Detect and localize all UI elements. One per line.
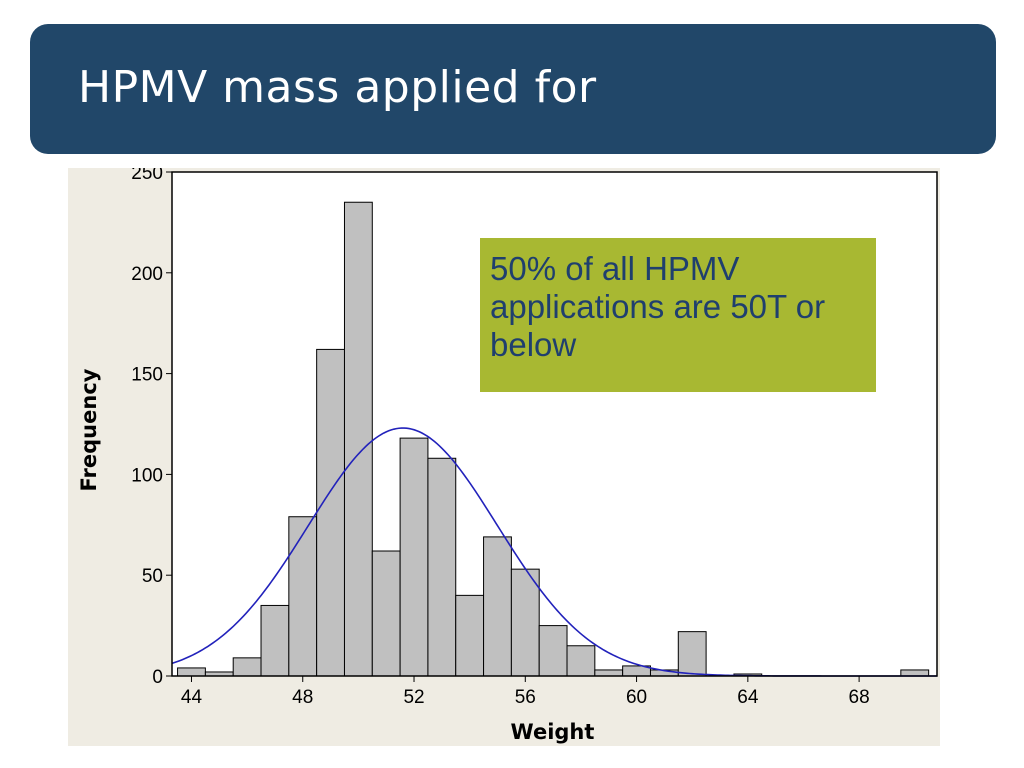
y-axis-label: Frequency	[77, 368, 101, 491]
y-tick-label-4: 200	[131, 264, 163, 285]
x-tick-label-1: 48	[292, 687, 313, 708]
callout-text: 50% of all HPMV applications are 50T or …	[490, 250, 826, 363]
x-tick-label-5: 64	[737, 687, 759, 708]
histogram-bar-6	[343, 201, 373, 677]
x-tick-label-3: 56	[515, 687, 536, 708]
histogram-bar-5	[316, 348, 345, 677]
callout-box: 50% of all HPMV applications are 50T or …	[480, 238, 876, 392]
histogram-bar-3	[260, 604, 290, 677]
histogram-bar-8	[399, 437, 429, 677]
histogram-bar-9	[427, 457, 457, 677]
histogram-bar-2	[232, 657, 262, 677]
histogram-bar-0	[177, 667, 206, 677]
histogram-bar-4	[288, 516, 318, 677]
y-tick-label-0: 0	[152, 667, 163, 688]
x-axis-label: Weight	[511, 720, 595, 744]
histogram-bar-11	[483, 536, 512, 677]
histogram-bar-18	[677, 631, 707, 677]
slide-title: HPMV mass applied for	[78, 62, 597, 113]
x-tick-label-4: 60	[626, 687, 647, 708]
histogram-bar-26	[900, 669, 930, 677]
histogram-bar-15	[594, 669, 624, 677]
histogram-bar-14	[566, 645, 596, 677]
histogram-bar-7	[371, 550, 401, 677]
x-tick-label-0: 44	[181, 687, 203, 708]
histogram-bar-10	[455, 594, 485, 677]
title-bar: HPMV mass applied for	[30, 24, 996, 154]
histogram-bar-12	[510, 568, 540, 677]
y-tick-label-2: 100	[131, 465, 163, 486]
y-tick-label-3: 150	[131, 365, 163, 386]
y-tick-label-5: 250	[131, 168, 163, 184]
x-tick-label-6: 68	[849, 687, 870, 708]
histogram-bar-13	[538, 625, 568, 677]
y-tick-label-1: 50	[142, 566, 163, 587]
x-tick-label-2: 52	[403, 687, 424, 708]
plot-frame	[171, 171, 938, 677]
